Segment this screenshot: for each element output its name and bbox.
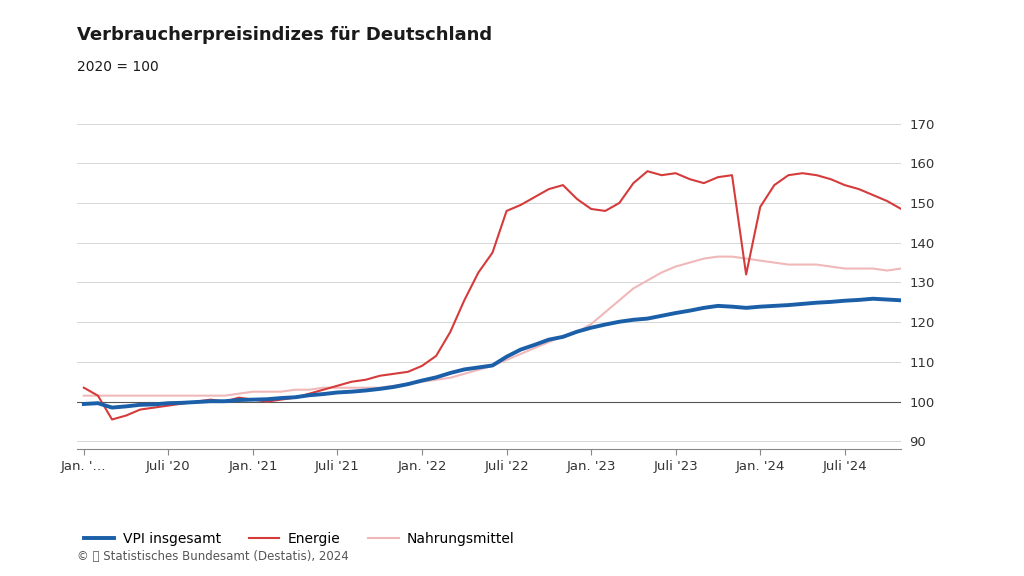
VPI insgesamt bbox=[78, 400, 90, 407]
Nahrungsmittel bbox=[670, 263, 682, 270]
Energie bbox=[303, 390, 315, 397]
Energie bbox=[895, 206, 907, 213]
Nahrungsmittel bbox=[895, 265, 907, 272]
Energie bbox=[176, 400, 188, 407]
Nahrungsmittel bbox=[78, 392, 90, 399]
VPI insgesamt bbox=[684, 307, 696, 314]
VPI insgesamt bbox=[176, 399, 188, 406]
Nahrungsmittel bbox=[501, 357, 513, 363]
VPI insgesamt bbox=[866, 295, 879, 302]
Energie bbox=[218, 398, 230, 405]
Legend: VPI insgesamt, Energie, Nahrungsmittel: VPI insgesamt, Energie, Nahrungsmittel bbox=[84, 532, 515, 546]
Line: Nahrungsmittel: Nahrungsmittel bbox=[84, 257, 901, 396]
Energie bbox=[514, 202, 526, 209]
VPI insgesamt bbox=[514, 346, 526, 353]
Energie bbox=[105, 416, 118, 423]
Nahrungsmittel bbox=[162, 392, 174, 399]
Nahrungsmittel bbox=[289, 386, 301, 393]
VPI insgesamt bbox=[895, 297, 907, 304]
Nahrungsmittel bbox=[712, 253, 724, 260]
Nahrungsmittel bbox=[105, 392, 118, 399]
Energie bbox=[697, 180, 710, 187]
VPI insgesamt bbox=[120, 403, 132, 410]
Line: Energie: Energie bbox=[84, 171, 901, 419]
VPI insgesamt bbox=[218, 398, 230, 405]
VPI insgesamt bbox=[303, 392, 315, 399]
Energie bbox=[78, 384, 90, 391]
Energie bbox=[641, 168, 653, 175]
Nahrungsmittel bbox=[205, 392, 217, 399]
Text: Verbraucherpreisindizes für Deutschland: Verbraucherpreisindizes für Deutschland bbox=[77, 26, 492, 44]
Line: VPI insgesamt: VPI insgesamt bbox=[84, 299, 901, 408]
Text: © 📊 Statistisches Bundesamt (Destatis), 2024: © 📊 Statistisches Bundesamt (Destatis), … bbox=[77, 550, 348, 563]
VPI insgesamt bbox=[105, 404, 118, 411]
Energie bbox=[120, 412, 132, 419]
Text: 2020 = 100: 2020 = 100 bbox=[77, 60, 159, 74]
